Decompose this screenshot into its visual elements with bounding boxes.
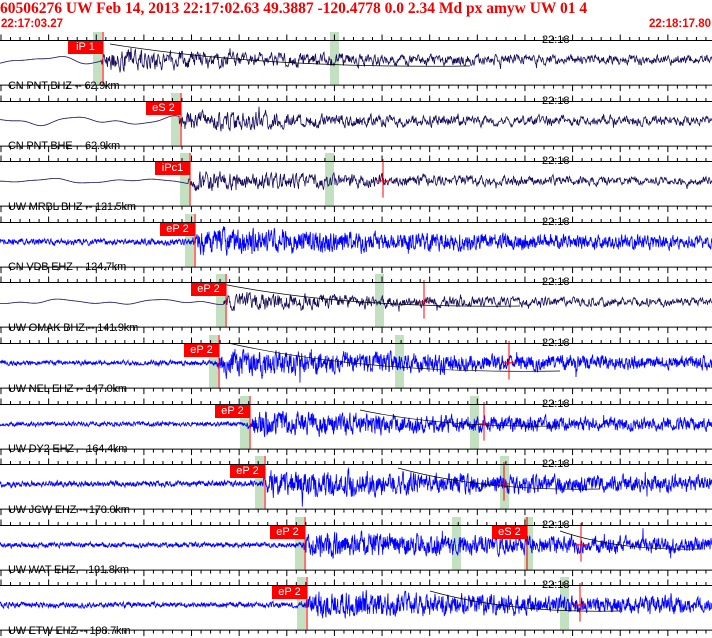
channel-label: CN VDB EHZ -- 124.7km — [8, 261, 127, 274]
axis-time-label: 22:18 — [542, 458, 570, 471]
channel-label: UW WAT EHZ -- 191.8km — [8, 564, 129, 577]
theoretical-traveltime-curve — [221, 284, 521, 307]
waveform-path — [0, 225, 712, 256]
waveform-path — [0, 292, 712, 313]
axis-time-label: 22:18 — [542, 397, 570, 410]
trace-row[interactable]: UW ETW EHZ -- 198.7km 22:18 eP 2 — [0, 577, 712, 638]
trace-panel-stack: CN PNT BHZ -- 62.9km 22:18 iP 1 CN PNT BHE … — [0, 32, 712, 638]
channel-label: UW MRBL BHZ -- 121.5km — [8, 200, 136, 213]
channel-label: UW DY2 EHZ -- 164.4km — [8, 443, 128, 456]
phase-pick-flag[interactable]: eP 2 — [230, 465, 265, 479]
channel-label: UW JCW EHZ -- 170.0km — [8, 503, 130, 516]
theoretical-traveltime-curve — [429, 591, 621, 612]
theoretical-traveltime-curve — [559, 530, 701, 550]
phase-pick-flag[interactable]: eP 2 — [272, 586, 307, 600]
axis-time-label: 22:18 — [542, 155, 570, 168]
axis-time-label: 22:18 — [542, 34, 570, 46]
signal-window-band — [93, 32, 102, 85]
waveform-path — [0, 467, 712, 507]
phase-pick-flag[interactable]: eS 2 — [492, 525, 527, 539]
trace-row[interactable]: CN PNT BHZ -- 62.9km 22:18 iP 1 — [0, 32, 712, 93]
theoretical-traveltime-curve — [359, 409, 561, 427]
axis-time-label: 22:18 — [542, 336, 570, 349]
trace-row[interactable]: UW WAT EHZ -- 191.8km 22:18 eP 2 eS 2 — [0, 516, 712, 578]
channel-label: UW ETW EHZ -- 198.7km — [8, 624, 131, 637]
trace-row[interactable]: UW DY2 EHZ -- 164.4km 22:18 eP 2 — [0, 395, 712, 457]
waveform-path — [0, 106, 712, 132]
window-start-time: 22:17:03.27 — [1, 18, 64, 30]
waveform-path — [0, 410, 712, 437]
axis-time-label: 22:18 — [542, 579, 570, 592]
channel-label: UW OMAK BHZ -- 141.9km — [8, 321, 139, 334]
waveform-path — [0, 348, 712, 383]
time-window-header: 22:17:03.27 22:18:17.80 — [0, 17, 712, 32]
axis-time-label: 22:18 — [542, 215, 570, 228]
theoretical-traveltime-curve — [397, 467, 601, 490]
event-header-line: 60506276 UW Feb 14, 2013 22:17:02.63 49.… — [0, 0, 712, 18]
phase-pick-flag[interactable]: eP 2 — [270, 525, 305, 539]
signal-window-band — [209, 334, 218, 388]
channel-label: CN PNT BHZ -- 62.9km — [8, 79, 120, 92]
theoretical-traveltime-curve — [109, 43, 471, 67]
signal-window-band — [330, 32, 339, 85]
waveform-path — [0, 590, 712, 619]
waveform-path — [0, 527, 712, 560]
phase-pick-flag[interactable]: eS 2 — [146, 101, 181, 115]
waveform-path — [0, 47, 712, 73]
signal-window-band — [240, 395, 249, 449]
phase-pick-flag[interactable]: eP 2 — [191, 283, 226, 297]
signal-window-band — [171, 92, 180, 146]
phase-pick-flag[interactable]: iPc1 — [155, 162, 190, 176]
trace-row[interactable]: UW OMAK BHZ -- 141.9km 22:18 eP 2 — [0, 274, 712, 335]
trace-row[interactable]: UW NEL EHZ -- 147.0km 22:18 eP 2 — [0, 334, 712, 396]
theoretical-traveltime-curve — [227, 342, 561, 372]
signal-window-band — [180, 153, 189, 206]
signal-window-band — [216, 274, 225, 327]
signal-window-band — [452, 516, 461, 570]
channel-label: UW NEL EHZ -- 147.0km — [8, 382, 127, 395]
phase-pick-flag[interactable]: eP 2 — [160, 222, 195, 236]
axis-time-label: 22:18 — [542, 94, 570, 107]
axis-time-label: 22:18 — [542, 276, 570, 289]
signal-window-band — [325, 153, 334, 206]
phase-pick-flag[interactable]: eP 2 — [184, 343, 219, 357]
waveform-path — [0, 171, 712, 192]
trace-row[interactable]: UW MRBL BHZ -- 121.5km 22:18 iPc1 — [0, 153, 712, 214]
trace-row[interactable]: CN VDB EHZ -- 124.7km 22:18 eP 2 — [0, 213, 712, 275]
channel-label: CN PNT BHE -- 62.9km — [8, 140, 120, 153]
signal-window-band — [185, 213, 194, 267]
signal-window-band — [375, 274, 384, 327]
phase-pick-flag[interactable]: iP 1 — [68, 41, 103, 54]
trace-row[interactable]: UW JCW EHZ -- 170.0km 22:18 eP 2 — [0, 456, 712, 517]
trace-row[interactable]: CN PNT BHE -- 62.9km 22:18 eS 2 — [0, 92, 712, 154]
window-end-time: 22:18:17.80 — [648, 18, 711, 30]
phase-pick-flag[interactable]: eP 2 — [215, 404, 250, 418]
signal-window-band — [560, 577, 569, 630]
axis-time-label: 22:18 — [542, 518, 570, 531]
